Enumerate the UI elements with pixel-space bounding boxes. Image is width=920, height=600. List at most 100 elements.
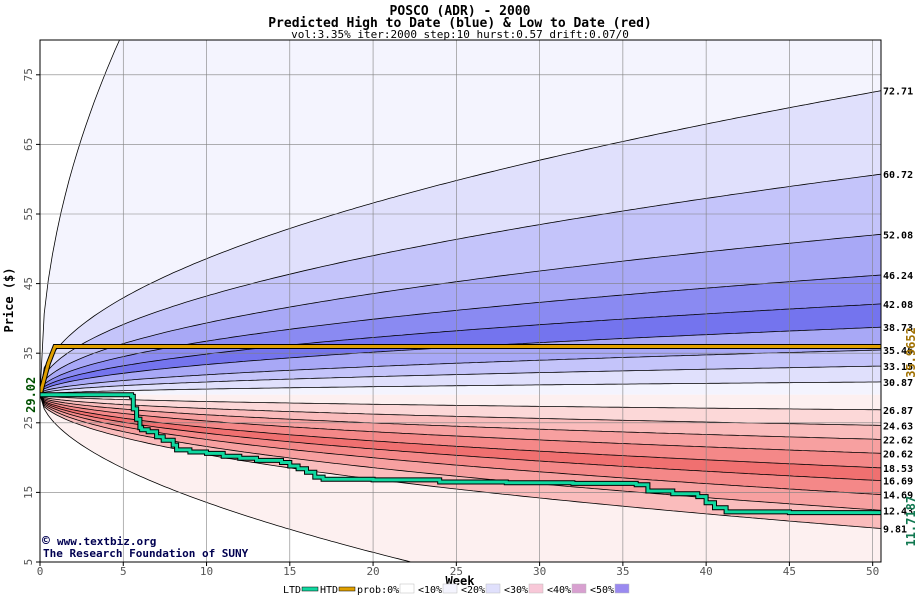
x-tick-label: 45 — [783, 565, 796, 578]
high-percentile-line — [40, 90, 881, 395]
x-tick-label: 5 — [120, 565, 127, 578]
ltd-value-label: 11.7187 — [904, 496, 918, 547]
y-axis-label: Price ($) — [2, 267, 16, 332]
low-band-area — [40, 394, 881, 562]
high-band-area — [40, 381, 881, 395]
legend-color-swatch — [399, 583, 415, 594]
ltd-line — [40, 393, 881, 515]
low-percentile-line — [40, 394, 881, 495]
high-band-end-label: 46.24 — [883, 271, 913, 282]
legend-label: <10% — [418, 585, 442, 596]
legend-line-swatch — [301, 586, 319, 592]
htd-value-label: 35.9652 — [904, 327, 918, 378]
credit-site: www.textbiz.org — [57, 535, 156, 548]
low-band-end-label: 14.69 — [883, 491, 913, 502]
high-band-area — [40, 234, 881, 395]
low-percentile-line — [40, 394, 881, 511]
legend-label: LTD — [283, 585, 301, 596]
high-band-area — [40, 174, 881, 395]
low-band-end-label: 16.69 — [883, 477, 913, 488]
high-band-area — [40, 275, 881, 395]
legend-color-swatch — [571, 583, 587, 594]
low-percentile-line — [40, 394, 881, 481]
legend-color-swatch — [442, 583, 458, 594]
legend-label: prob:0% — [357, 585, 399, 596]
high-band-end-label: 52.08 — [883, 230, 913, 241]
low-band-area — [40, 394, 881, 468]
x-tick-label: 35 — [616, 565, 629, 578]
x-tick-label: 0 — [37, 565, 44, 578]
plot-area — [40, 40, 881, 562]
high-band-end-label: 33.15 — [883, 362, 913, 373]
y-tick-label: 75 — [22, 68, 35, 81]
low-percentile-line — [40, 394, 881, 469]
low-band-end-label: 24.63 — [883, 421, 913, 432]
legend-color-swatch — [528, 583, 544, 594]
htd-line — [40, 345, 881, 396]
legend: LTD HTD prob:0% <10% <20% <30% <40% <50% — [283, 583, 630, 596]
high-percentile-line — [40, 381, 881, 396]
chart-params: vol:3.35% iter:2000 step:10 hurst:0.57 d… — [291, 28, 629, 41]
credit-org: The Research Foundation of SUNY — [43, 547, 249, 560]
axes: 0 5 10 15 20 25 30 35 40 45 5051525354555657529.02… — [22, 39, 918, 578]
x-tick-label: 10 — [200, 565, 213, 578]
low-band-area — [40, 394, 881, 410]
low-percentile-line — [40, 394, 881, 454]
low-band-end-label: 18.53 — [883, 464, 913, 475]
high-percentile-line — [40, 365, 881, 396]
low-band-end-label: 26.87 — [883, 406, 913, 417]
y-tick-label: 15 — [22, 486, 35, 499]
y-tick-label: 5 — [22, 559, 35, 566]
y-tick-label: 35 — [22, 347, 35, 360]
x-tick-label: 25 — [450, 565, 463, 578]
high-band-end-label: 42.08 — [883, 300, 913, 311]
high-percentile-line — [40, 349, 881, 396]
high-band-end-label: 30.87 — [883, 378, 913, 389]
low-band-end-label: 20.62 — [883, 449, 913, 460]
high-band-end-label: 38.73 — [883, 323, 913, 334]
high-band-area — [40, 366, 881, 395]
y-tick-label: 55 — [22, 207, 35, 220]
x-tick-label: 15 — [283, 565, 296, 578]
start-price-label: 29.02 — [24, 377, 38, 413]
high-band-area — [40, 350, 881, 395]
y-tick-label: 65 — [22, 138, 35, 151]
low-band-area — [40, 394, 881, 481]
high-band-area — [40, 303, 881, 395]
high-band-end-label: 72.71 — [883, 87, 913, 98]
high-percentile-line — [40, 173, 881, 395]
high-band-area — [40, 40, 881, 395]
low-percentile-line — [40, 394, 881, 440]
high-band-area — [40, 90, 881, 395]
legend-label: <40% — [547, 585, 571, 596]
legend-label: HTD — [320, 585, 338, 596]
legend-color-swatch — [485, 583, 501, 594]
chart-title: POSCO (ADR) - 2000 — [390, 4, 531, 19]
y-tick-label: 25 — [22, 416, 35, 429]
low-band-area — [40, 394, 881, 440]
legend-label: <20% — [461, 585, 485, 596]
legend-label: <50% — [590, 585, 614, 596]
x-tick-label: 20 — [366, 565, 379, 578]
legend-line-swatch — [338, 586, 356, 592]
credits: © www.textbiz.org The Research Foundatio… — [42, 534, 249, 560]
high-band-end-label: 60.72 — [883, 170, 913, 181]
legend-label: <30% — [504, 585, 528, 596]
low-band-end-label: 22.62 — [883, 435, 913, 446]
high-band-end-label: 35.46 — [883, 346, 913, 357]
x-tick-label: 50 — [866, 565, 879, 578]
low-percentile-line — [40, 394, 881, 411]
x-tick-label: 40 — [700, 565, 713, 578]
y-tick-label: 45 — [22, 277, 35, 290]
legend-color-swatch — [614, 583, 630, 594]
low-band-area — [40, 394, 881, 495]
low-band-area — [40, 394, 881, 454]
low-band-end-label: 9.81 — [883, 525, 907, 536]
plot-frame — [39, 39, 882, 563]
high-percentile-line — [40, 233, 881, 395]
x-tick-label: 30 — [533, 565, 546, 578]
low-band-end-label: 12.43 — [883, 506, 913, 517]
high-percentile-line — [40, 303, 881, 395]
chart-subtitle: Predicted High to Date (blue) & Low to D… — [268, 16, 652, 31]
